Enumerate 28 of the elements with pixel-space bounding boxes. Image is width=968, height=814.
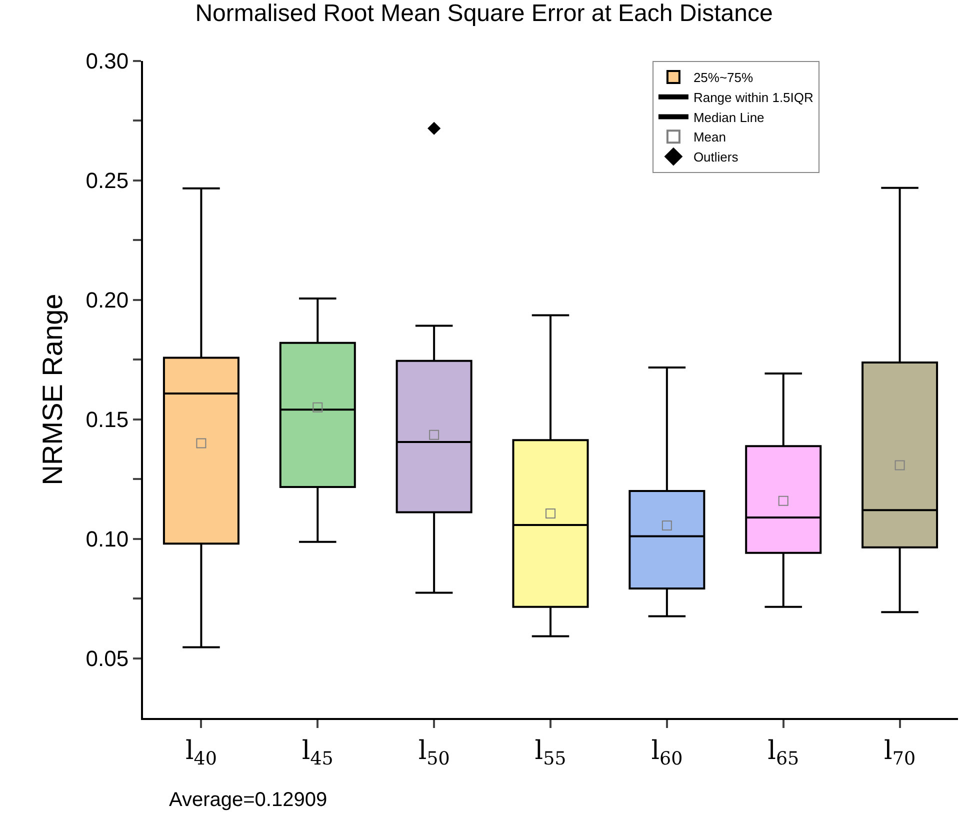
y-axis-title: NRMSE Range — [36, 294, 68, 486]
text: Average=0.12909 — [169, 789, 328, 811]
x-tick-label: l$_{45}$ — [302, 736, 334, 770]
y-tick-label: 0.10 — [86, 526, 129, 552]
point — [778, 496, 788, 506]
y-tick-label: 0.05 — [86, 646, 129, 671]
chart-title: Normalised Root Mean Square Error at Each Distance — [195, 0, 773, 27]
x-tick-label: l$_{70}$ — [884, 736, 916, 770]
x-tick-label: l$_{65}$ — [768, 736, 800, 770]
x-tick-label: l$_{40}$ — [185, 736, 217, 770]
point — [894, 460, 905, 470]
point — [312, 402, 323, 412]
annotation: Median Line — [693, 110, 764, 125]
y-tick-label: 0.30 — [86, 48, 129, 74]
point — [546, 508, 556, 518]
x-tick-label: l$_{55}$ — [534, 736, 566, 770]
point — [429, 430, 440, 440]
legend-label: Mean — [693, 130, 726, 145]
point — [196, 438, 206, 448]
legend-label: Outliers — [693, 150, 739, 165]
y-tick-label: 0.15 — [86, 407, 129, 432]
y-tick-label: 0.25 — [86, 168, 129, 194]
legend-label: 25%~75% — [693, 70, 754, 86]
x-tick-label: l$_{60}$ — [651, 736, 683, 770]
y-tick-label: 0.20 — [86, 288, 129, 313]
x-tick-label: l$_{50}$ — [418, 736, 450, 770]
point — [662, 520, 672, 530]
annotation: Range within 1.5IQR — [693, 90, 814, 105]
